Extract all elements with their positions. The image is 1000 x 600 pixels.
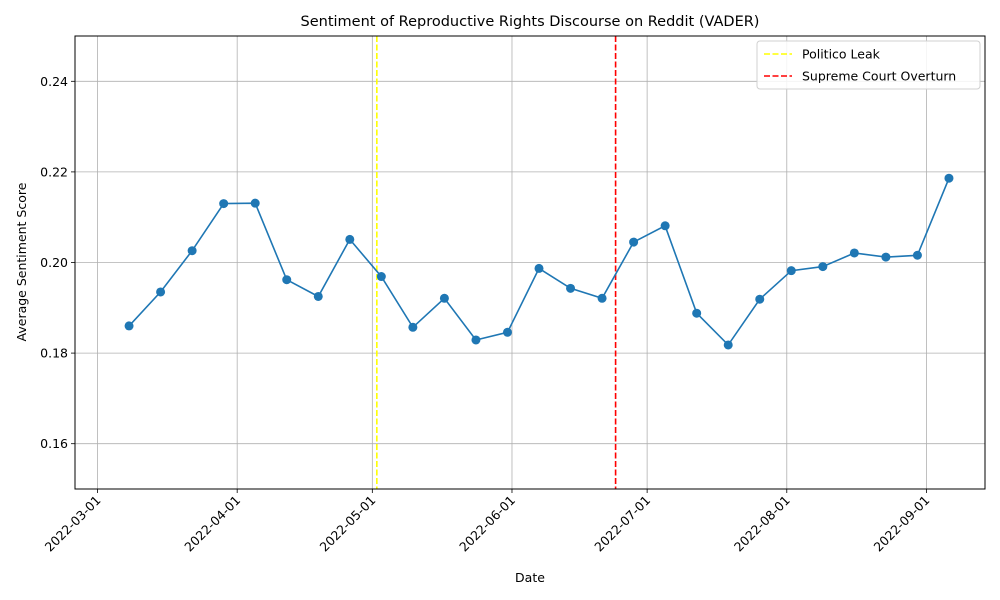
data-point <box>471 335 481 345</box>
y-tick-label: 0.22 <box>40 164 68 179</box>
data-point <box>282 275 292 285</box>
data-point <box>944 173 954 183</box>
y-tick-label: 0.18 <box>40 346 68 361</box>
data-point <box>881 252 891 262</box>
x-axis-label: Date <box>515 570 545 585</box>
data-point <box>566 283 576 293</box>
data-point <box>849 248 859 258</box>
y-tick-label: 0.20 <box>40 255 68 270</box>
data-point <box>156 287 166 297</box>
data-point <box>124 321 134 331</box>
y-axis-label: Average Sentiment Score <box>14 182 29 341</box>
data-point <box>439 293 449 303</box>
data-point <box>313 291 323 301</box>
data-point <box>692 308 702 318</box>
y-tick-label: 0.16 <box>40 436 68 451</box>
data-point <box>408 322 418 332</box>
legend: Politico Leak Supreme Court Overturn <box>756 40 981 90</box>
legend-box <box>756 40 981 90</box>
data-point <box>376 272 386 282</box>
legend-label: Supreme Court Overturn <box>802 69 956 84</box>
data-point <box>818 262 828 272</box>
data-point <box>345 234 355 244</box>
y-tick-label: 0.24 <box>40 74 68 89</box>
data-point <box>502 327 512 337</box>
data-point <box>723 340 733 350</box>
data-point <box>219 199 229 209</box>
data-point <box>534 263 544 273</box>
data-point <box>597 293 607 303</box>
data-point <box>912 250 922 260</box>
data-point <box>187 246 197 256</box>
data-point <box>629 237 639 247</box>
data-point <box>786 266 796 276</box>
data-point <box>250 198 260 208</box>
data-point <box>755 294 765 304</box>
chart-title: Sentiment of Reproductive Rights Discour… <box>301 14 760 30</box>
event-lines <box>376 36 617 489</box>
y-axis-ticks: 0.16 0.18 0.20 0.22 0.24 <box>40 74 75 451</box>
legend-label: Politico Leak <box>802 47 881 62</box>
series-layer <box>124 173 954 350</box>
data-point <box>660 221 670 231</box>
